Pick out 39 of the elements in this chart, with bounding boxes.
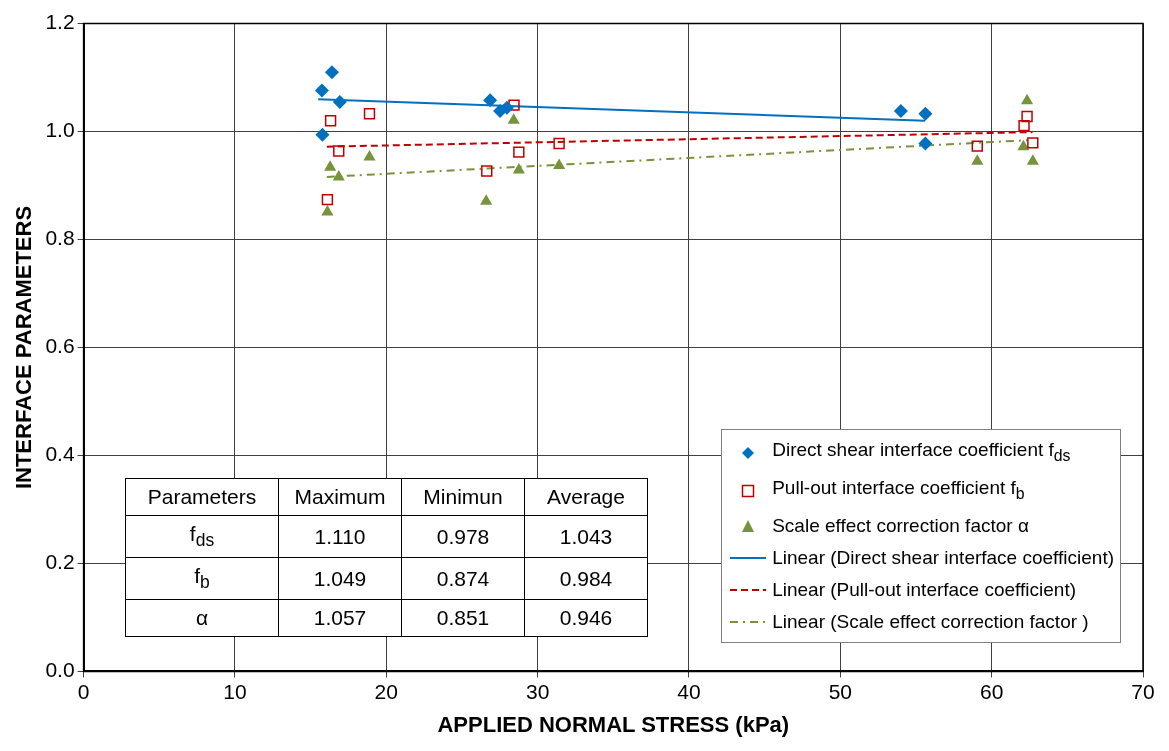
x-tick-label: 10 [223,679,247,703]
legend-label: Linear (Pull-out interface coefficient) [772,578,1076,602]
annotation: 1.057 [278,599,402,637]
x-tick-label: 20 [374,679,398,703]
x-tick-label: 50 [828,679,852,703]
legend-label: Direct shear interface coefficient f$_{ds}$ [772,438,1071,467]
annotation: α [125,599,279,637]
x-tick-label: 0 [77,679,90,703]
legend-label: Linear (Direct shear interface coefficient) [772,546,1114,570]
annotation: Parameters [125,478,279,516]
annotation: f$_{ds}$ [125,515,279,558]
x-tick-label: 40 [677,679,701,703]
legend-label: Scale effect correction factor α [772,514,1029,538]
annotation: 0.978 [401,515,525,558]
annotation: f$_{b}$ [125,557,279,600]
y-tick-label: 0.2 [45,550,75,574]
y-tick-label: 0.6 [45,334,75,358]
x-tick-label: 60 [979,679,1004,703]
y-axis-title: INTERFACE PARAMETERS [11,205,37,490]
x-tick-label: 70 [1131,679,1155,703]
y-tick-label: 0.4 [45,442,75,466]
x-axis-title: APPLIED NORMAL STRESS (kPa) [437,711,790,737]
annotation: 1.049 [278,557,402,600]
legend-label: Pull-out interface coefficient f$_{b}$ [772,476,1025,504]
annotation: 0.851 [401,599,525,637]
annotation: Minimun [401,478,525,516]
annotation: Average [524,478,648,516]
annotation: Maximum [278,478,402,516]
y-tick-label: 0.0 [45,658,75,682]
annotation: 0.874 [401,557,525,600]
annotation: 1.043 [524,515,648,558]
annotation: 0.984 [524,557,648,600]
annotation: 1.110 [278,515,402,558]
y-tick-label: 0.8 [45,226,75,250]
annotation: 0.946 [524,599,648,637]
y-tick-label: 1.2 [45,10,75,34]
y-tick-label: 1.0 [45,118,75,142]
x-tick-label: 30 [525,679,550,703]
legend-label: Linear (Scale effect correction factor ) [772,610,1089,634]
